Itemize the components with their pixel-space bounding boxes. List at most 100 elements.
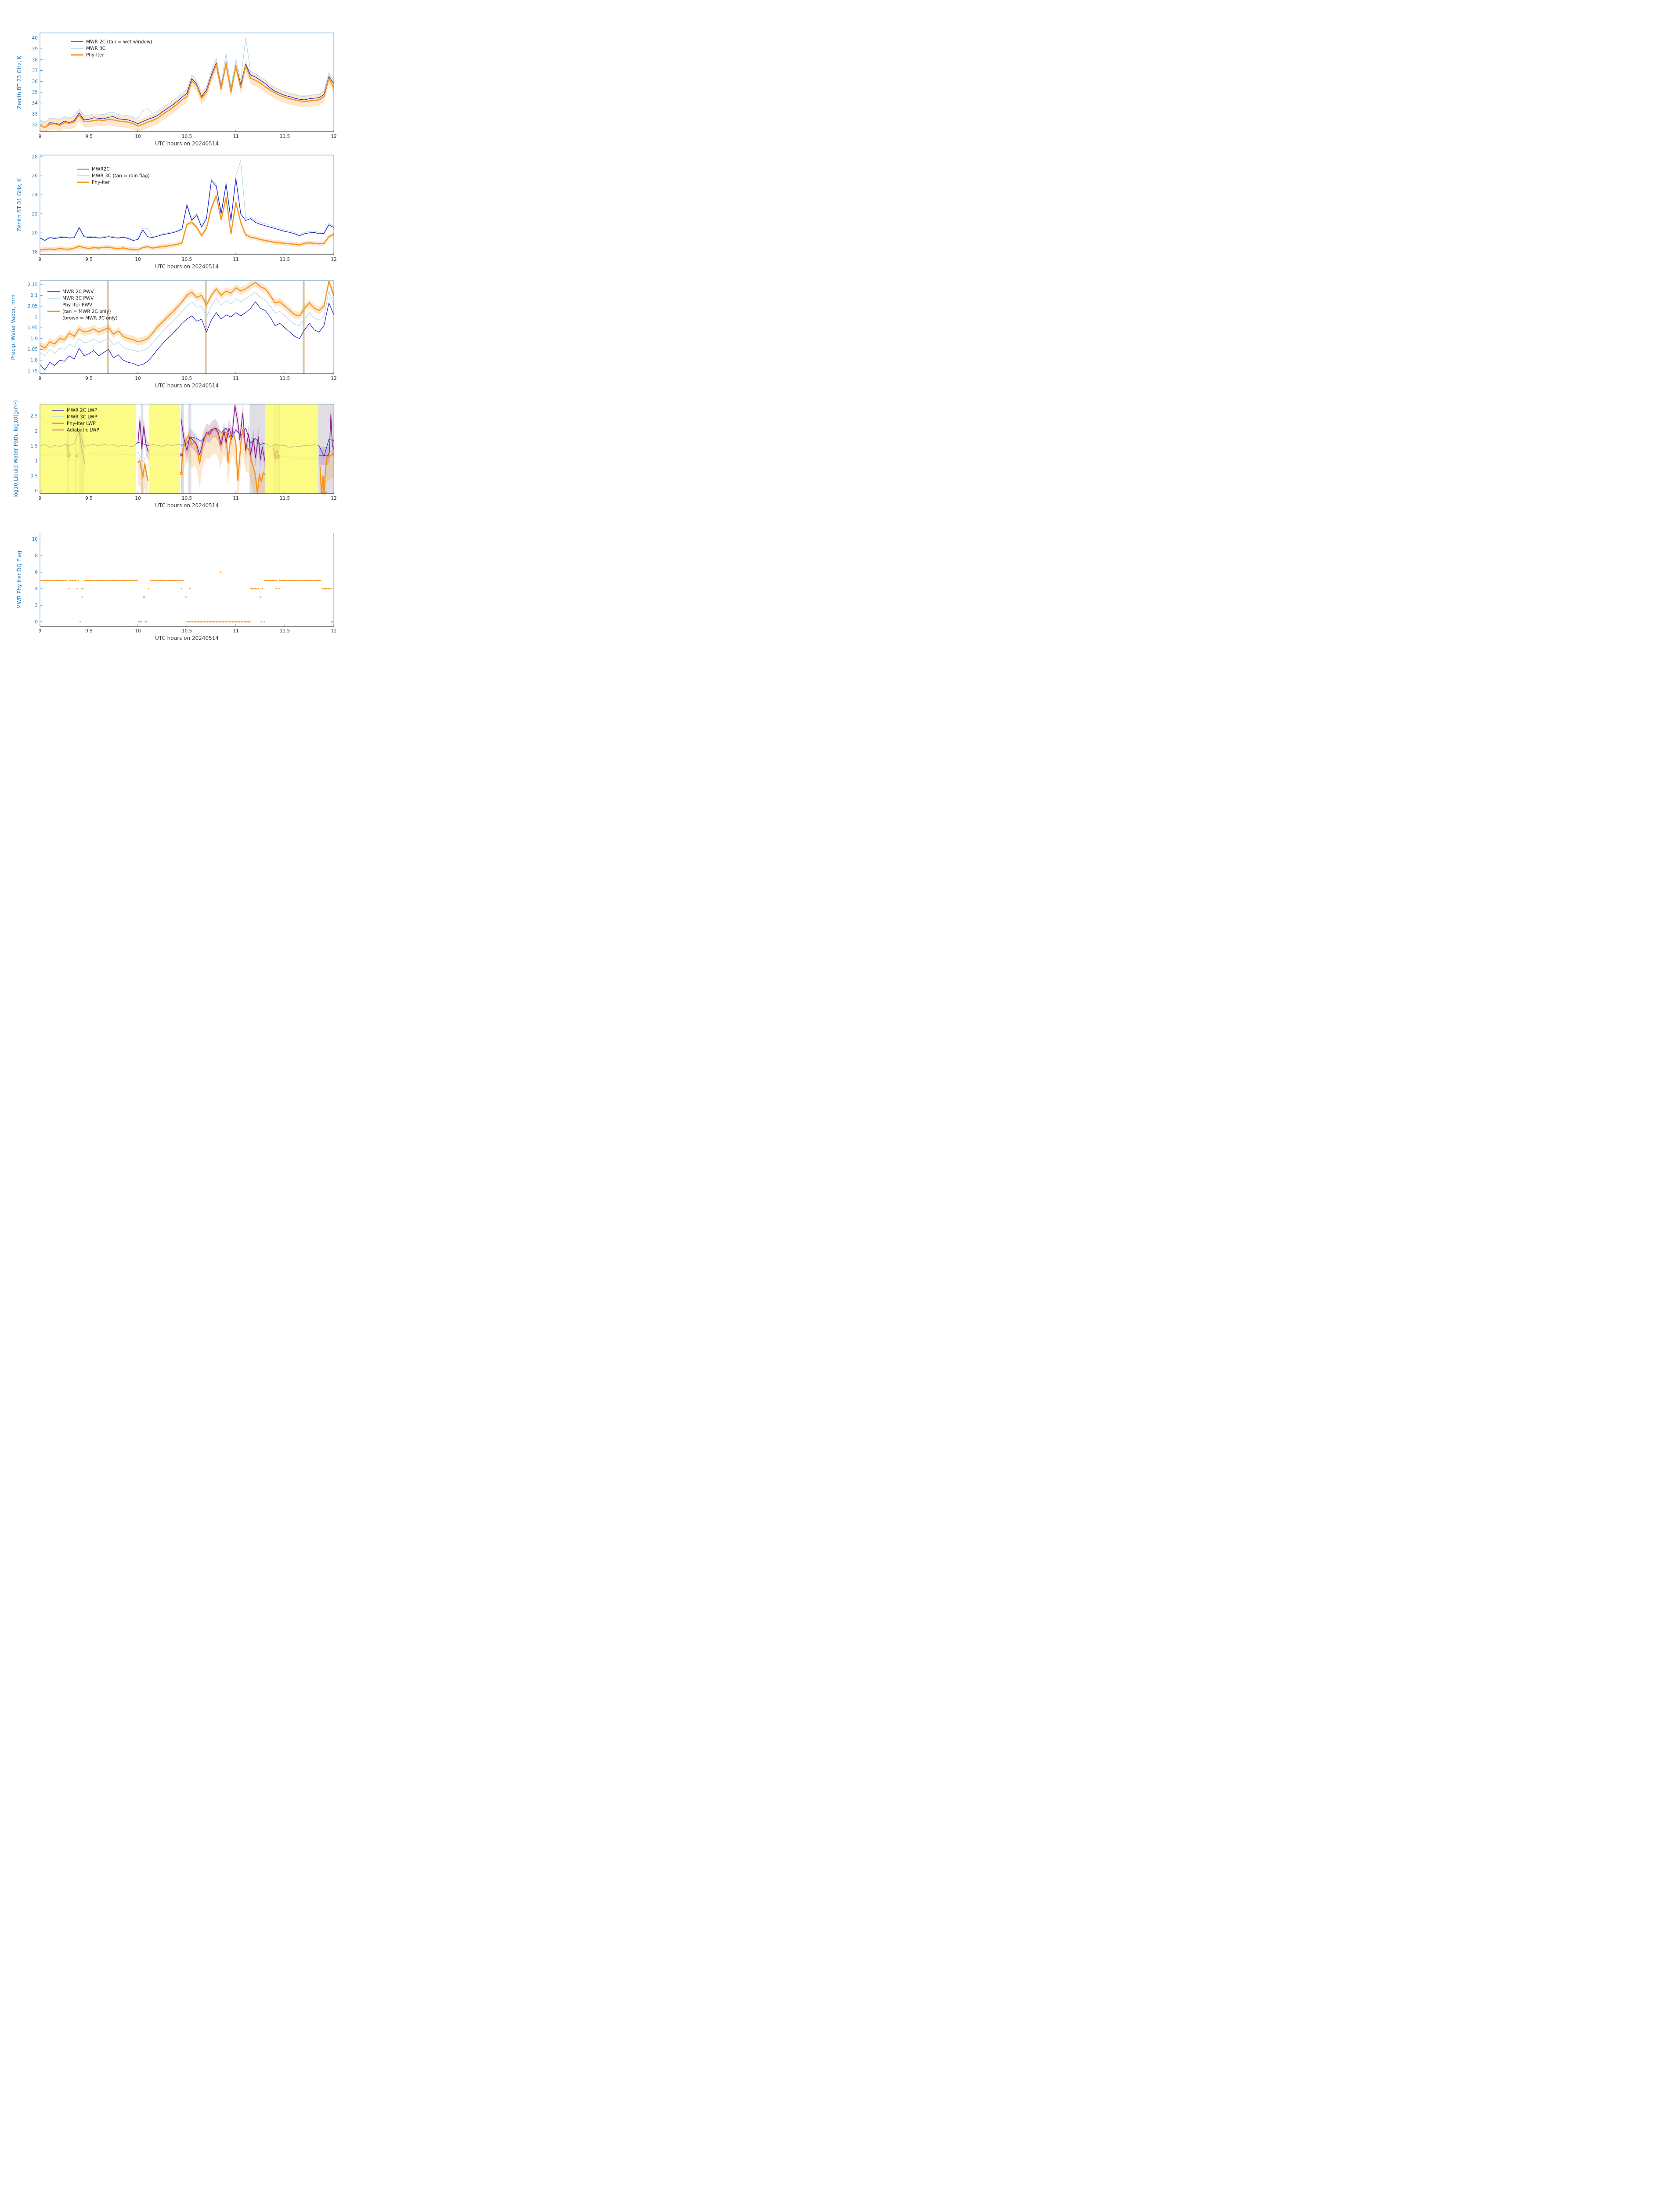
y-tick-label: 36 bbox=[32, 79, 38, 84]
x-tick-label: 10.5 bbox=[182, 628, 192, 634]
y-tick-label: 37 bbox=[32, 68, 38, 73]
y-tick-label: 38 bbox=[32, 57, 38, 62]
legend-label: Phy-Iter PWV bbox=[62, 303, 93, 308]
axes-bt23: 9 9.5 10 10.5 11 11.5 12 32 33 34 35 36 37 38 39 40 Zeni… bbox=[16, 33, 337, 147]
x-tick-label: 11.5 bbox=[280, 257, 290, 262]
y-axis-label: MWR Phy Iter DQ Flag bbox=[16, 551, 22, 609]
y-axis-label: Zenith BT 31 GHz, K bbox=[16, 178, 22, 231]
x-tick-label: 9 bbox=[39, 376, 42, 381]
legend-label: MWR 2C PWV bbox=[62, 289, 94, 295]
series-line-Phy-Iter bbox=[40, 63, 334, 128]
y-tick-label: 10 bbox=[32, 537, 38, 542]
chart-bt31: 9 9.5 10 10.5 11 11.5 12 18 20 22 24 26 28 Zenith BT … bbox=[16, 154, 337, 270]
y-tick-label: 0 bbox=[35, 619, 38, 625]
x-axis-label: UTC hours on 20240514 bbox=[155, 502, 219, 509]
x-tick-label: 9 bbox=[39, 257, 42, 262]
plot-area-bt31 bbox=[40, 160, 334, 253]
y-tick-label: 22 bbox=[32, 211, 38, 217]
x-tick-label: 11.5 bbox=[280, 376, 290, 381]
figure-canvas: 9 9.5 10 10.5 11 11.5 12323334353637383940Zeni… bbox=[10, 33, 337, 641]
plot-area-dqflag bbox=[40, 571, 334, 623]
y-tick-label: 2.15 bbox=[28, 282, 38, 287]
flag-band-yellow bbox=[40, 404, 136, 494]
axes-pwv: 9 9.5 10 10.5 11 11.5 12 1.75 1.8 1.85 1.9 1.95 2 2.0… bbox=[10, 280, 337, 389]
series-line-Adiabatic LWP bbox=[181, 405, 266, 463]
legend-bt23: MWR 2C (tan = wet window)MWR 3C Phy-Iter bbox=[71, 40, 152, 58]
x-tick-label: 11 bbox=[233, 134, 238, 139]
y-tick-label: 2.5 bbox=[30, 414, 38, 419]
y-tick-label: 1.85 bbox=[28, 347, 38, 352]
x-marker bbox=[180, 453, 184, 457]
axes-dqflag: 9 9.5 10 10.5 11 11.5 12 0 2 4 6 8 10 MWR Phy Iter DQ… bbox=[16, 533, 337, 641]
y-tick-label: 0 bbox=[35, 488, 38, 494]
dq-flag-dots-y3 bbox=[81, 596, 261, 598]
y-tick-label: 18 bbox=[32, 249, 38, 255]
series-line-MWR 3C PWV bbox=[40, 290, 334, 356]
legend-label: MWR 3C PWV bbox=[62, 296, 94, 301]
x-tick-label: 9 bbox=[39, 628, 42, 634]
x-tick-label: 10.5 bbox=[182, 257, 192, 262]
y-tick-label: 2 bbox=[35, 314, 38, 320]
y-tick-label: 26 bbox=[32, 173, 38, 179]
y-tick-label: 2 bbox=[35, 603, 38, 608]
uncertainty-band-Adiabatic LWP bbox=[181, 404, 265, 472]
x-tick-label: 11.5 bbox=[280, 134, 290, 139]
flag-band-tan bbox=[107, 281, 109, 374]
x-tick-label: 10.5 bbox=[182, 496, 192, 501]
y-tick-label: 4 bbox=[35, 586, 38, 592]
x-tick-label: 10 bbox=[135, 257, 141, 262]
x-tick-label: 11 bbox=[233, 257, 238, 262]
dq-flag-dots-y5 bbox=[40, 580, 322, 582]
legend-label: MWR 3C bbox=[86, 46, 105, 51]
legend-label: Phy-Iter bbox=[86, 53, 104, 58]
series-line-Phy-Iter LWP bbox=[319, 453, 334, 494]
series-line-MWR 2C PWV bbox=[40, 301, 334, 370]
y-tick-label: 24 bbox=[32, 192, 38, 198]
flag-band-gray bbox=[188, 404, 191, 494]
y-tick-label: 1 bbox=[35, 459, 38, 464]
y-tick-label: 8 bbox=[35, 553, 38, 559]
y-tick-label: 1.9 bbox=[30, 336, 38, 341]
figure: 9 9.5 10 10.5 11 11.5 12 32 33 34 35 36 37 38 39 40 Zeni… bbox=[0, 0, 420, 659]
legend-label: Adiabatic LWP bbox=[67, 428, 99, 433]
series-line-MWR 3C bbox=[40, 37, 334, 123]
x-tick-label: 12 bbox=[331, 134, 336, 139]
series-line-Adiabatic LWP bbox=[318, 414, 334, 456]
y-axis-label: Zenith BT 23 GHz, K bbox=[16, 55, 22, 109]
y-tick-label: 6 bbox=[35, 570, 38, 575]
uncertainty-band-Phy-Iter LWP bbox=[181, 425, 265, 494]
y-tick-label: 33 bbox=[32, 112, 38, 117]
y-tick-label: 2.05 bbox=[28, 304, 38, 309]
x-axis-label: UTC hours on 20240514 bbox=[155, 635, 219, 641]
x-tick-label: 12 bbox=[331, 257, 336, 262]
legend-label: MWR 3C (tan = rain flag) bbox=[92, 173, 150, 179]
x-tick-label: 10 bbox=[135, 496, 141, 501]
legend-label: MWR 2C (tan = wet window) bbox=[86, 40, 152, 45]
x-tick-label: 9 bbox=[39, 134, 42, 139]
x-tick-label: 10 bbox=[135, 134, 141, 139]
series-line-MWR2C bbox=[40, 178, 334, 241]
dq-flag-dots-y4 bbox=[68, 588, 332, 590]
x-tick-label: 11 bbox=[233, 628, 238, 634]
y-tick-label: 34 bbox=[32, 101, 38, 106]
x-tick-label: 10.5 bbox=[182, 134, 192, 139]
uncertainty-band-Phy-Iter bbox=[40, 57, 334, 132]
uncertainty-band-Adiabatic LWP bbox=[319, 405, 334, 465]
y-tick-label: 32 bbox=[32, 123, 38, 128]
uncertainty-band-Adiabatic LWP bbox=[138, 412, 150, 461]
x-tick-label: 9.5 bbox=[85, 628, 93, 634]
series-line-Phy-Iter LWP bbox=[180, 429, 266, 494]
flag-band-tan bbox=[303, 281, 305, 374]
x-tick-label: 12 bbox=[331, 496, 336, 501]
x-tick-label: 10 bbox=[135, 628, 141, 634]
dq-flag-dots-y0 bbox=[79, 621, 334, 623]
x-tick-label: 12 bbox=[331, 628, 336, 634]
plot-area-bt23 bbox=[40, 37, 334, 132]
x-tick-label: 11.5 bbox=[280, 496, 290, 501]
chart-dqflag: 9 9.5 10 10.5 11 11.5 12 0 2 4 6 8 10 MWR Phy Iter DQ… bbox=[16, 533, 337, 641]
